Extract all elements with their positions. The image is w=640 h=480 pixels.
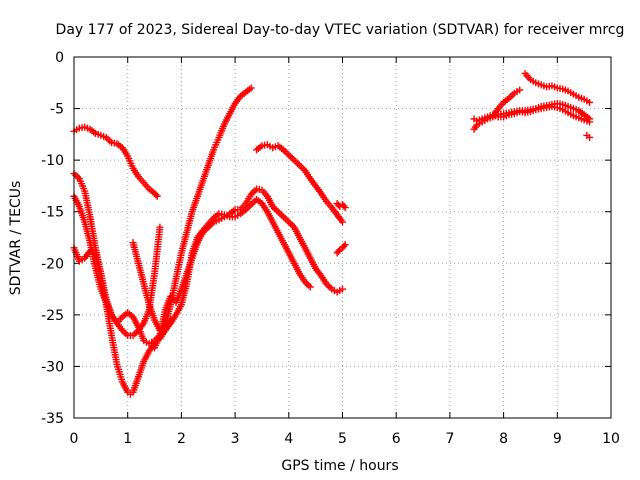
y-tick-label: -15	[41, 205, 64, 221]
series-6	[151, 185, 346, 352]
series-7	[156, 195, 314, 343]
series-3	[70, 192, 164, 339]
data-point	[339, 218, 346, 226]
series-15	[583, 131, 594, 141]
y-tick-labels: 0 -5 -10 -15 -20 -25 -30 -35	[41, 50, 64, 427]
x-tick-label: 3	[231, 431, 240, 447]
y-tick-label: -35	[41, 411, 64, 427]
x-tick-label: 6	[392, 431, 401, 447]
data-point	[341, 204, 349, 212]
data-point	[341, 241, 349, 249]
data-point	[247, 84, 255, 92]
series-10	[333, 241, 349, 257]
x-tick-labels: 0 1 2 3 4 5 6 7 8 9 10	[70, 431, 620, 447]
x-tick-label: 8	[499, 431, 508, 447]
series-5	[129, 84, 255, 334]
x-tick-label: 10	[602, 431, 620, 447]
data-point	[340, 202, 348, 210]
x-tick-label: 1	[123, 431, 132, 447]
x-tick-label: 9	[553, 431, 562, 447]
data-point	[586, 118, 594, 126]
y-axis-label: SDTVAR / TECUs	[8, 181, 24, 296]
series-8	[253, 141, 346, 226]
y-tick-label: 0	[55, 50, 64, 66]
data-point	[340, 242, 348, 250]
x-tick-label: 7	[445, 431, 454, 447]
series-4	[70, 244, 175, 348]
y-tick-label: -25	[41, 308, 64, 324]
y-tick-label: -5	[50, 102, 64, 118]
x-tick-label: 2	[177, 431, 186, 447]
series-9	[333, 199, 349, 212]
data-point	[156, 223, 164, 231]
series-14	[521, 70, 594, 106]
data-point	[516, 86, 524, 94]
series-1	[70, 123, 161, 200]
data-point	[306, 283, 314, 291]
data-point	[586, 98, 594, 106]
chart-title: Day 177 of 2023, Sidereal Day-to-day VTE…	[56, 22, 625, 38]
data-point	[334, 247, 342, 255]
data-point	[153, 192, 161, 200]
y-tick-label: -10	[41, 153, 64, 169]
x-tick-label: 5	[338, 431, 347, 447]
data-point	[339, 285, 346, 293]
x-tick-label: 0	[70, 431, 79, 447]
x-tick-label: 4	[284, 431, 293, 447]
x-axis-label: GPS time / hours	[281, 458, 398, 474]
series-13	[489, 86, 524, 121]
data-points	[70, 70, 594, 398]
series-12	[470, 103, 594, 126]
data-point	[586, 133, 594, 141]
plot-frame	[73, 56, 612, 419]
data-point	[152, 191, 160, 199]
y-tick-label: -20	[41, 256, 64, 272]
y-tick-label: -30	[41, 359, 64, 375]
grid	[74, 57, 611, 418]
